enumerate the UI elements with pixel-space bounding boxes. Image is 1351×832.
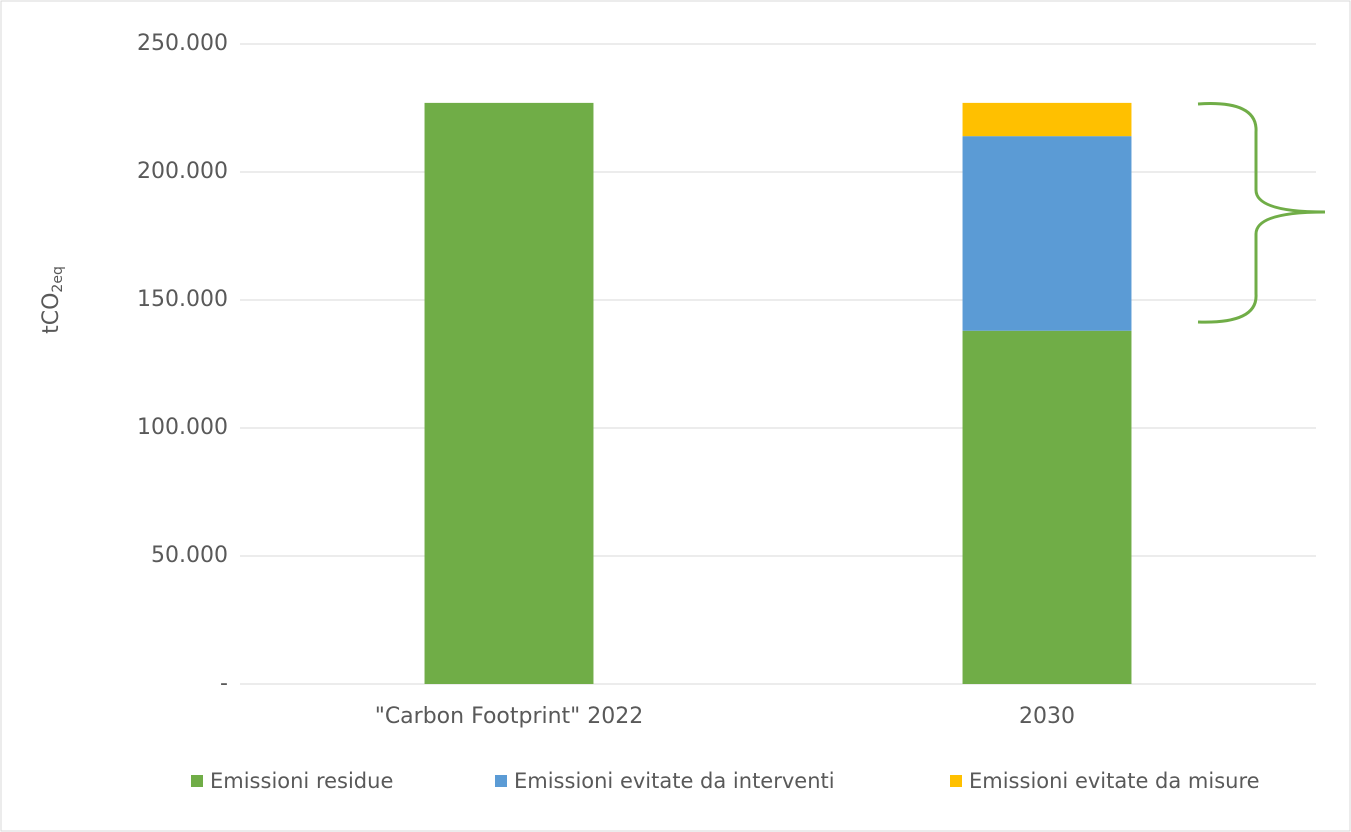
y-tick-label: 150.000: [137, 287, 228, 312]
y-tick-label: 200.000: [137, 159, 228, 184]
y-axis-label: tCO2eq: [39, 266, 66, 334]
bar-segment: [962, 330, 1132, 684]
y-tick-label: -: [220, 671, 228, 696]
legend-label: Emissioni evitate da misure: [969, 769, 1260, 793]
y-axis-label-main: tCO: [39, 293, 64, 334]
bar-segment: [424, 102, 594, 684]
x-tick-label: 2030: [1019, 704, 1075, 729]
bars: [424, 102, 1132, 684]
legend-label: Emissioni evitate da interventi: [514, 769, 835, 793]
y-tick-label: 100.000: [137, 415, 228, 440]
y-axis-label-sub: 2eq: [50, 266, 66, 292]
y-tick-label: 250.000: [137, 31, 228, 56]
legend-swatch: [950, 775, 962, 787]
x-tick-label: "Carbon Footprint" 2022: [375, 704, 644, 729]
y-tick-label: 50.000: [151, 543, 228, 568]
brace: [1197, 102, 1326, 324]
legend-swatch: [191, 775, 203, 787]
bar-segment: [962, 102, 1132, 137]
bar-segment: [962, 136, 1132, 331]
grid: [240, 43, 1316, 685]
legend-swatch: [495, 775, 507, 787]
legend-label: Emissioni residue: [210, 769, 393, 793]
